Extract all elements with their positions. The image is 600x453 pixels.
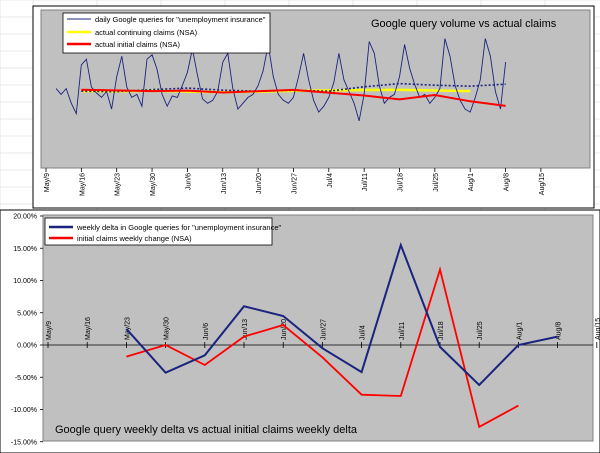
chart2-x-tick-label: Aug/1	[516, 322, 523, 340]
chart1-legend: daily Google queries for "unemployment i…	[62, 12, 271, 54]
chart1-x-tick-label: Jun/13	[221, 173, 228, 194]
legend-label-continuing: actual continuing claims (NSA)	[95, 28, 198, 37]
chart2-y-tick-label: 15.00%	[13, 246, 37, 253]
chart2-y-tick-label: -15.00%	[11, 439, 37, 446]
chart2-legend: weekly delta in Google queries for "unem…	[44, 217, 282, 246]
legend-label-initial: actual initial claims (NSA)	[95, 40, 181, 49]
chart1-x-tick-label: Jun/27	[291, 173, 298, 194]
chart2-x-tick-label: Jun/13	[242, 319, 249, 340]
chart-query-volume[interactable]: May/9 May/16 May/23 May/30 Jun/6 Jun/13 Jun/20…	[32, 5, 595, 209]
chart2-y-tick-label: -10.00%	[11, 407, 37, 414]
series-line-initial-claims-change	[126, 266, 519, 429]
chart2-y-tick-label: 0.00%	[17, 343, 37, 350]
chart2-y-ticks: 20.00% 15.00% 10.00% 5.00% 0.00% -5.00% -10.00…	[11, 214, 43, 446]
chart1-x-tick-label: May/9	[44, 173, 51, 192]
chart1-x-ticks: May/9 May/16 May/23 May/30 Jun/6 Jun/13 Jun/20…	[44, 168, 546, 196]
chart1-x-tick-label: Aug/15	[539, 173, 546, 195]
chart2-x-tick-label: Jul/18	[438, 321, 445, 340]
chart1-x-tick-label: Jun/6	[185, 173, 192, 190]
chart1-x-tick-label: May/30	[150, 173, 157, 196]
chart2-x-tick-label: Jul/25	[477, 321, 484, 340]
legend-label-google-delta: weekly delta in Google queries for "unem…	[76, 223, 282, 232]
chart2-x-tick-label: May/9	[46, 321, 53, 340]
chart2-x-tick-label: Jun/20	[281, 319, 288, 340]
chart-weekly-delta[interactable]: 20.00% 15.00% 10.00% 5.00% 0.00% -5.00% -10.00…	[0, 209, 600, 453]
series-line-daily-queries	[55, 38, 507, 122]
chart2-plot-area	[42, 214, 594, 442]
chart1-x-tick-label: Jul/4	[327, 173, 334, 188]
legend-label-daily: daily Google queries for "unemployment i…	[95, 15, 266, 24]
chart1-x-tick-label: Jul/11	[362, 173, 369, 191]
chart1-x-tick-label: Aug/1	[468, 173, 475, 191]
series-line-initial-claims	[81, 88, 506, 107]
chart1-x-tick-label: Jun/20	[256, 173, 263, 194]
chart2-y-tick-label: 20.00%	[13, 214, 37, 221]
chart2-x-tick-label: May/23	[124, 317, 131, 340]
chart1-x-tick-label: Aug/8	[504, 173, 511, 191]
chart2-x-tick-label: Jul/4	[360, 325, 367, 340]
chart2-y-tick-label: 10.00%	[13, 278, 37, 285]
chart2-x-ticks: May/9 May/16 May/23 May/30 Jun/6 Jun/13 Jun/20…	[43, 317, 600, 348]
chart2-x-tick-label: Jul/11	[399, 322, 406, 340]
chart1-x-tick-label: May/16	[79, 173, 86, 196]
chart2-y-tick-label: -5.00%	[15, 375, 37, 382]
series-line-google-weekly-delta	[125, 241, 558, 387]
chart1-x-tick-label: May/23	[115, 173, 122, 196]
chart1-title: Google query volume vs actual claims	[371, 18, 557, 30]
chart1-x-tick-label: Jul/25	[433, 173, 440, 192]
chart2-y-tick-label: 5.00%	[17, 310, 37, 317]
chart2-x-tick-label: Jun/27	[320, 319, 327, 340]
chart1-series	[55, 38, 507, 122]
chart2-x-tick-label: May/16	[85, 317, 92, 340]
chart2-title: Google query weekly delta vs actual init…	[55, 424, 358, 436]
chart2-x-tick-label: May/30	[164, 317, 171, 340]
legend-label-claims-delta: initial claims weekly change (NSA)	[77, 234, 192, 243]
chart2-series	[125, 241, 558, 429]
chart2-x-tick-label: Jun/6	[203, 323, 210, 340]
chart2-x-tick-label: Aug/8	[556, 322, 563, 340]
chart2-x-tick-label: Aug/15	[595, 318, 600, 340]
chart1-x-tick-label: Jul/18	[398, 173, 405, 192]
